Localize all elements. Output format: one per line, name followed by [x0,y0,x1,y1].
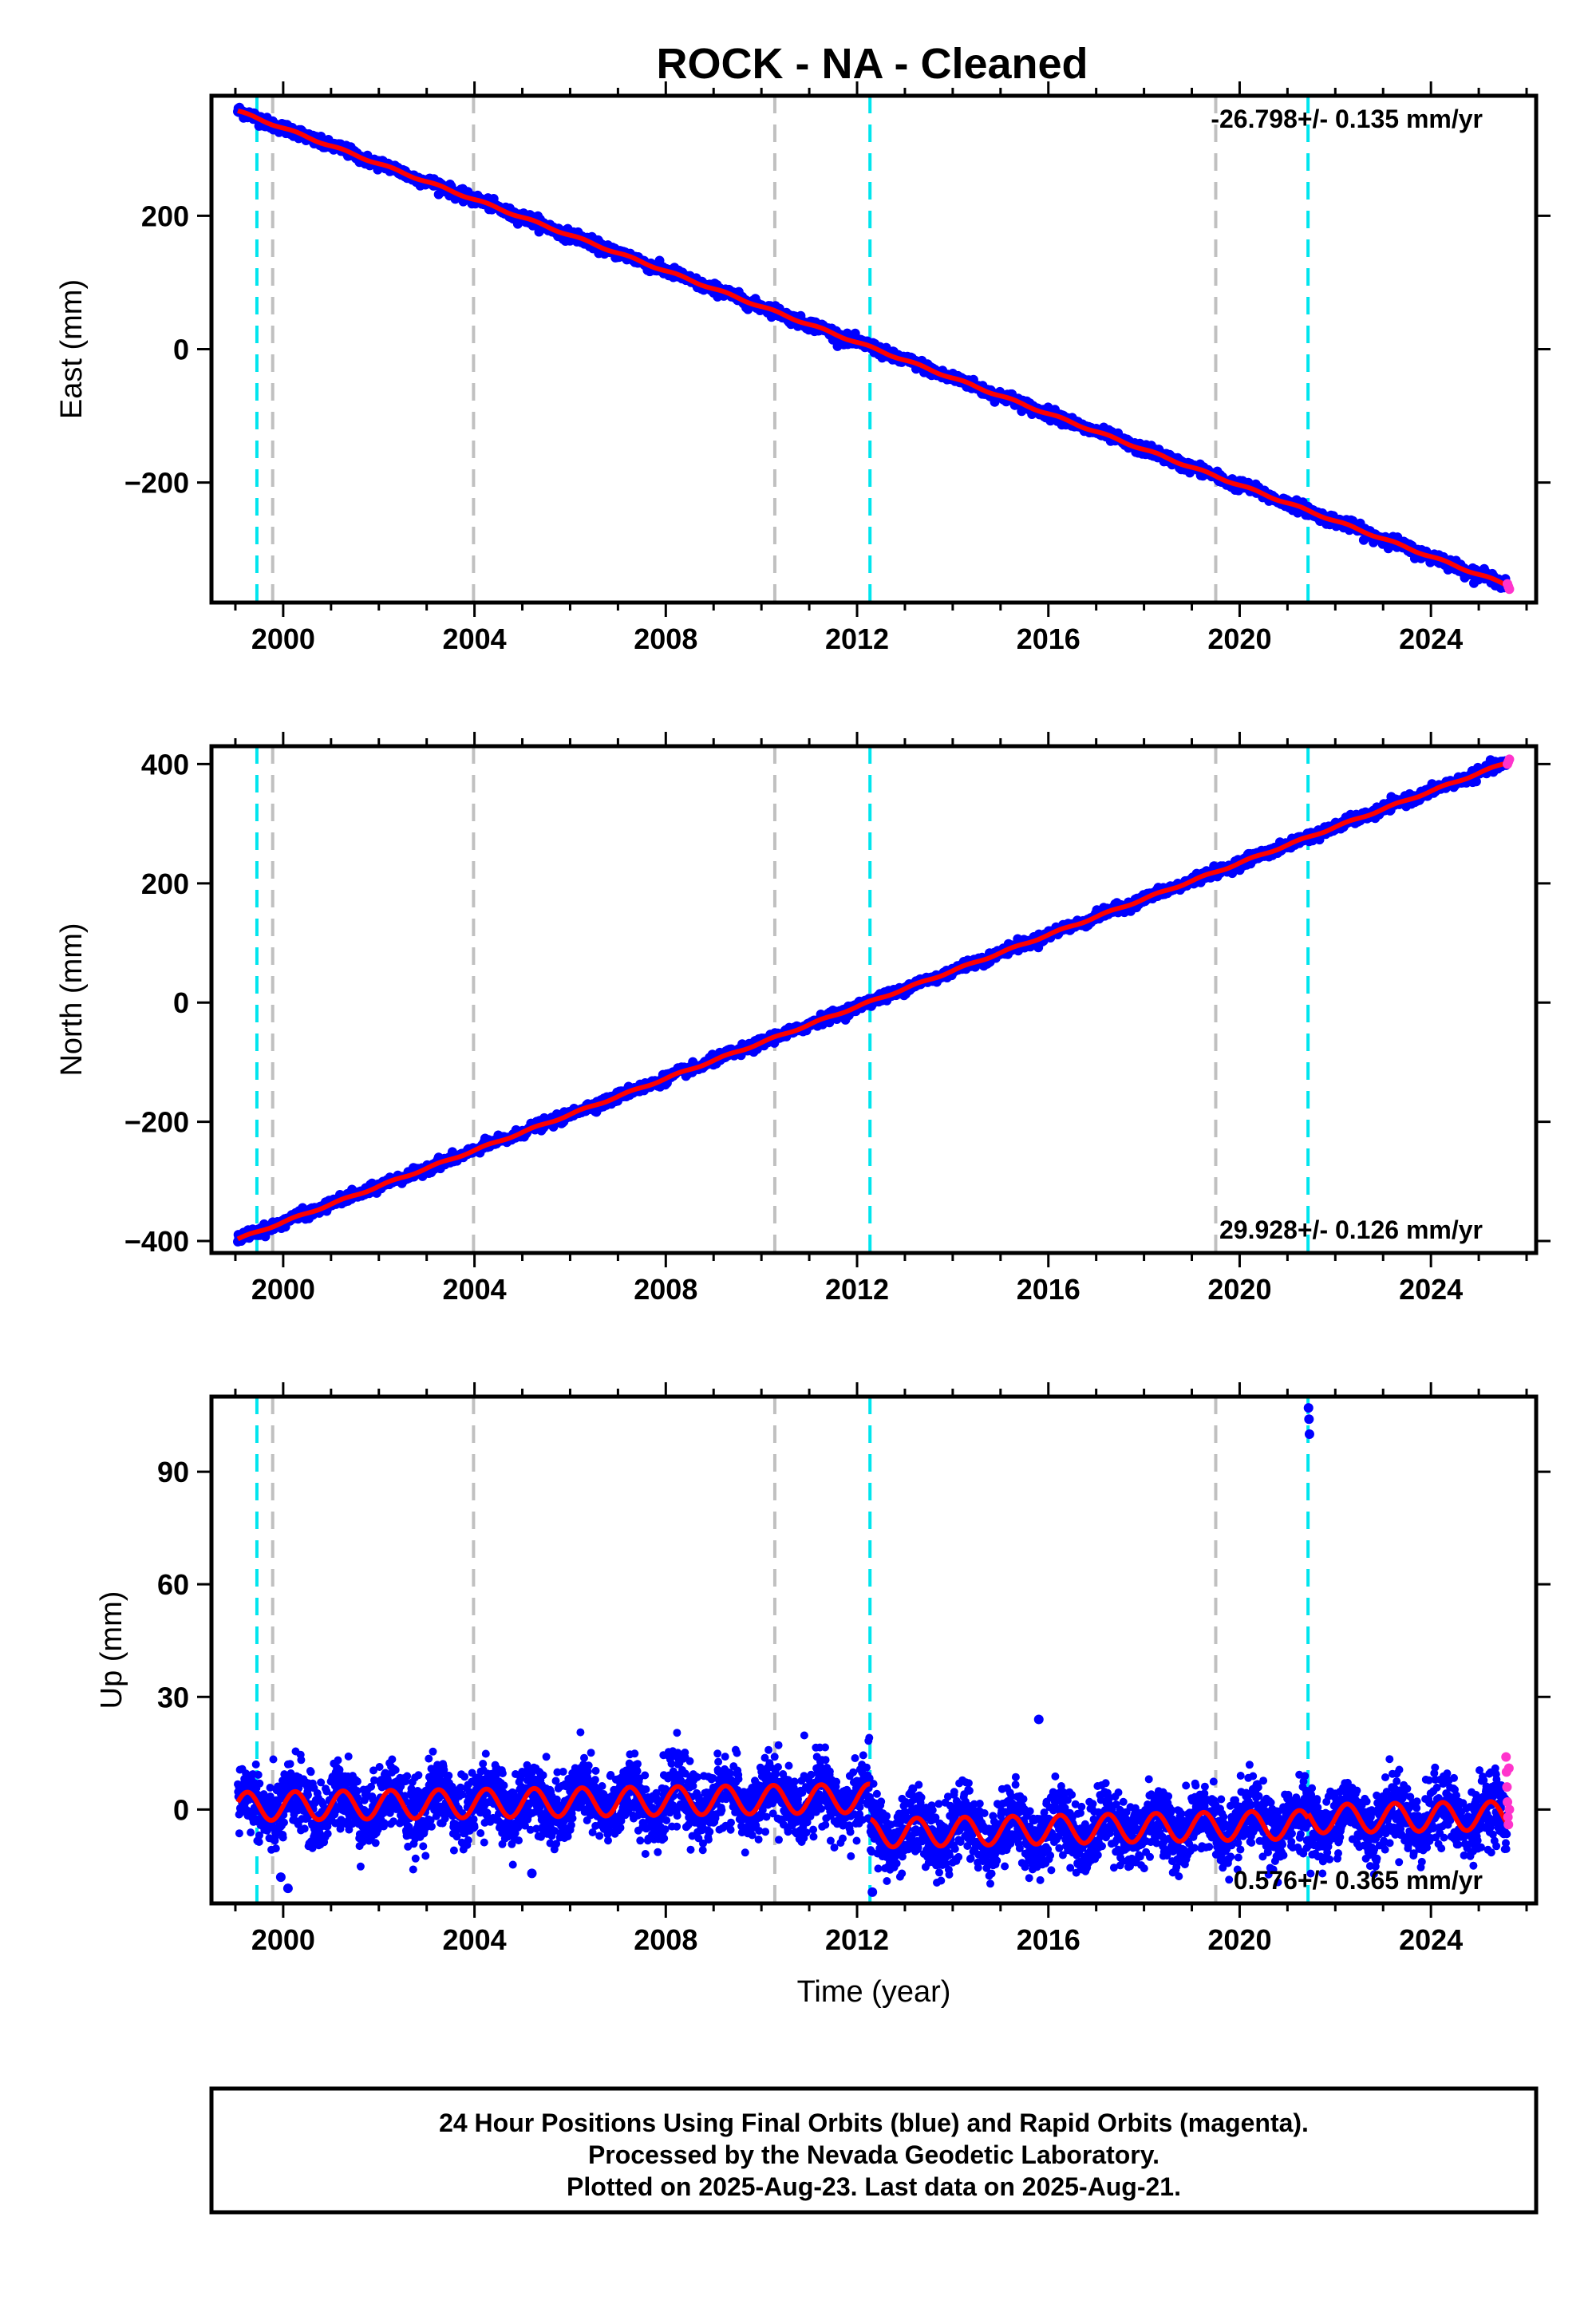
plot-area [233,746,1515,1253]
x-tick-label: 2000 [251,1923,315,1956]
y-tick-label: 90 [157,1456,189,1488]
model-fit-curve [237,108,1511,589]
rapid-orbit-point [1503,1797,1513,1807]
footer-line-2: Processed by the Nevada Geodetic Laborat… [588,2140,1159,2169]
x-tick-label: 2004 [443,1273,507,1306]
rapid-orbit-point [1503,1763,1514,1773]
x-tick-label: 2016 [1017,622,1080,655]
x-tick-label: 2020 [1207,622,1271,655]
y-axis-label: Up (mm) [95,1591,128,1709]
y-tick-label: −200 [124,467,189,500]
rapid-orbit-point [1503,1820,1514,1830]
y-tick-label: 30 [157,1681,189,1713]
x-tick-label: 2012 [825,1923,889,1956]
x-axis-label: Time (year) [797,1975,951,2009]
panel-east: 2000 2004 2008 2012 2016 2020 2024 −200 0 200 East… [55,81,1551,655]
y-tick-label: 0 [173,334,189,366]
outlier-point [1033,1714,1044,1725]
rapid-orbit-point [1504,1804,1515,1815]
outlier-point [282,1883,293,1894]
x-tick-label: 2004 [443,1923,507,1956]
x-tick-label: 2016 [1017,1923,1080,1956]
x-tick-label: 2008 [634,1923,697,1956]
y-axis-label: East (mm) [55,279,89,419]
y-tick-label: 400 [141,748,189,781]
y-tick-label: 200 [141,868,189,900]
x-tick-label: 2008 [634,622,697,655]
velocity-label: 29.928+/- 0.126 mm/yr [1219,1215,1483,1244]
y-tick-label: −200 [124,1106,189,1139]
x-tick-label: 2000 [251,622,315,655]
rapid-orbit-point [1504,584,1515,595]
x-tick-label: 2016 [1017,1273,1080,1306]
rapid-orbit-point [1501,1752,1511,1762]
footer-frame [209,2086,1539,2215]
rapid-orbit-point [1504,754,1515,765]
outlier-point [1304,1414,1314,1425]
velocity-label: -26.798+/- 0.135 mm/yr [1211,105,1483,133]
rapid-orbit-point [1502,1782,1512,1792]
footer-line-1: 24 Hour Positions Using Final Orbits (bl… [439,2109,1309,2137]
x-tick-label: 2024 [1399,1273,1463,1306]
x-tick-label: 2024 [1399,622,1463,655]
x-tick-label: 2012 [825,1273,889,1306]
footer-box: 24 Hour Positions Using Final Orbits (bl… [209,2086,1539,2215]
x-tick-label: 2004 [443,622,507,655]
figure-title: ROCK - NA - Cleaned [656,40,1088,88]
outlier-point [527,1868,537,1879]
model-fit-curve [236,760,1511,1242]
model-fit-curve [235,1781,1511,1850]
y-tick-label: 60 [157,1568,189,1601]
panel-north: 2000 2004 2008 2012 2016 2020 2024 −400 −200 0 200… [55,732,1551,1306]
final-orbit-points [234,1728,1511,1888]
x-tick-label: 2024 [1399,1923,1463,1956]
y-tick-label: 200 [141,200,189,232]
outlier-point [1303,1403,1314,1413]
x-tick-label: 2000 [251,1273,315,1306]
y-tick-label: 0 [173,1793,189,1826]
plot-area [234,1397,1515,1903]
y-tick-label: −400 [124,1225,189,1258]
x-tick-label: 2008 [634,1273,697,1306]
x-tick-label: 2012 [825,622,889,655]
panel-up: 2000 2004 2008 2012 2016 2020 2024 0 30 60 90 Up (m… [95,1382,1551,2009]
plot-frame [209,744,1539,1255]
x-tick-label: 2020 [1207,1273,1271,1306]
velocity-label: 0.576+/- 0.365 mm/yr [1234,1866,1483,1895]
outlier-point [275,1872,286,1883]
outlier-point [1304,1429,1314,1440]
y-axis-label: North (mm) [55,923,89,1076]
rapid-orbit-point [1503,1812,1513,1822]
footer-line-3: Plotted on 2025-Aug-23. Last data on 202… [567,2172,1181,2201]
plot-frame [209,1394,1539,1906]
x-tick-label: 2020 [1207,1923,1271,1956]
y-tick-label: 0 [173,986,189,1019]
outlier-point [867,1887,878,1897]
plot-area [233,96,1515,603]
